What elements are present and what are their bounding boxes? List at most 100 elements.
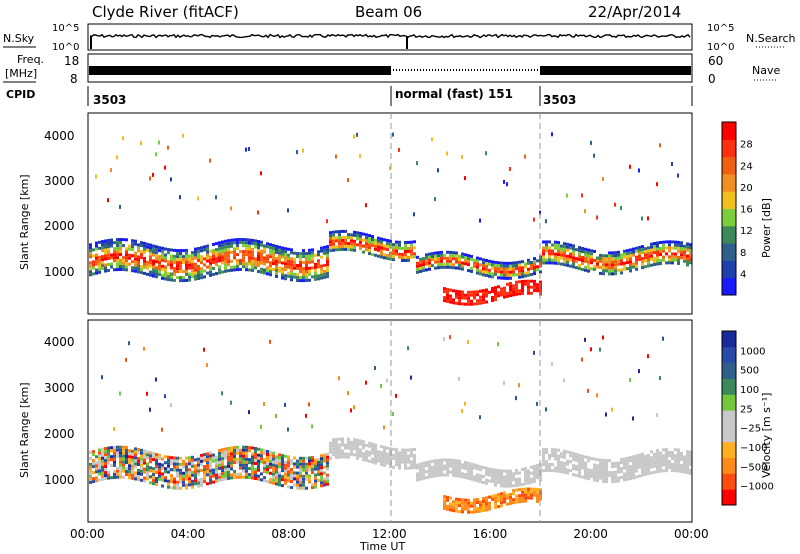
data-cell [563,245,566,249]
data-cell [311,275,314,279]
data-cell [617,250,620,254]
data-cell [467,467,470,471]
data-cell [449,496,452,500]
data-cell [611,407,613,412]
data-cell [404,241,407,244]
data-cell [512,293,515,297]
colorbar-tick-label: 12 [740,226,753,237]
data-cell [311,254,314,258]
data-cell [500,498,503,502]
data-cell [263,461,266,465]
data-cell [332,230,335,234]
data-cell [308,251,311,255]
data-cell [230,473,233,477]
data-cell [281,466,284,470]
data-cell [644,469,647,473]
data-cell [680,256,683,260]
data-cell [191,254,194,258]
data-cell [320,466,323,470]
data-cell [623,466,626,470]
data-cell [89,255,92,259]
data-cell [329,240,332,244]
data-cell [623,252,626,256]
data-cell [515,280,518,284]
data-cell [422,461,425,465]
data-cell [245,475,248,479]
data-cell [446,262,449,266]
data-cell [533,263,536,267]
data-cell [335,449,338,453]
data-cell [395,246,398,250]
data-cell [599,256,602,260]
data-cell [101,471,104,475]
data-cell [659,262,662,265]
data-cell [485,496,488,500]
data-cell [170,266,173,270]
data-cell [494,292,497,296]
data-cell [350,452,353,456]
data-cell [539,210,541,215]
data-cell [293,272,296,276]
data-cell [254,471,257,474]
data-cell [182,133,184,138]
data-cell [566,193,568,198]
data-cell [410,448,413,452]
data-cell [227,467,230,471]
data-cell [347,233,350,237]
data-cell [107,198,109,203]
data-cell [122,445,125,449]
data-cell [110,238,113,242]
data-cell [194,464,197,468]
data-cell [611,269,614,273]
data-cell [179,474,182,478]
data-cell [329,447,332,451]
data-cell [134,465,137,469]
data-cell [347,440,350,444]
data-cell [386,245,389,248]
data-cell [611,474,614,478]
data-cell [683,247,686,251]
data-cell [272,469,275,473]
data-cell [386,455,389,459]
data-cell [260,270,263,274]
colorbar-swatch [722,208,736,227]
data-cell [218,451,221,455]
data-cell [644,256,647,260]
data-cell [302,267,305,271]
data-cell [119,469,122,473]
data-cell [191,260,194,264]
data-cell [494,269,497,273]
cpid-segment-2: normal (fast) 151 [395,87,513,101]
data-cell [218,466,221,470]
data-cell [233,452,236,455]
data-cell [590,347,592,352]
data-cell [116,451,119,455]
data-cell [680,244,683,248]
data-cell [485,300,488,304]
data-cell [683,250,686,254]
data-cell [383,425,385,430]
data-cell [455,295,458,299]
data-cell [563,467,566,471]
data-cell [389,239,392,243]
data-cell [215,251,218,255]
data-cell [98,457,101,461]
data-cell [659,259,662,262]
data-cell [161,427,163,432]
data-cell [314,265,317,269]
data-cell [89,462,92,466]
data-cell [506,276,509,280]
data-cell [167,278,170,282]
data-cell [599,347,601,352]
data-cell [569,243,572,247]
data-cell [524,262,527,266]
data-cell [569,255,572,259]
data-cell [689,459,692,463]
data-cell [242,448,245,452]
data-cell [434,197,436,202]
data-cell [428,258,431,262]
data-cell [494,483,497,487]
data-cell [536,283,539,287]
data-cell [242,244,245,248]
freq-band-right [540,66,691,75]
